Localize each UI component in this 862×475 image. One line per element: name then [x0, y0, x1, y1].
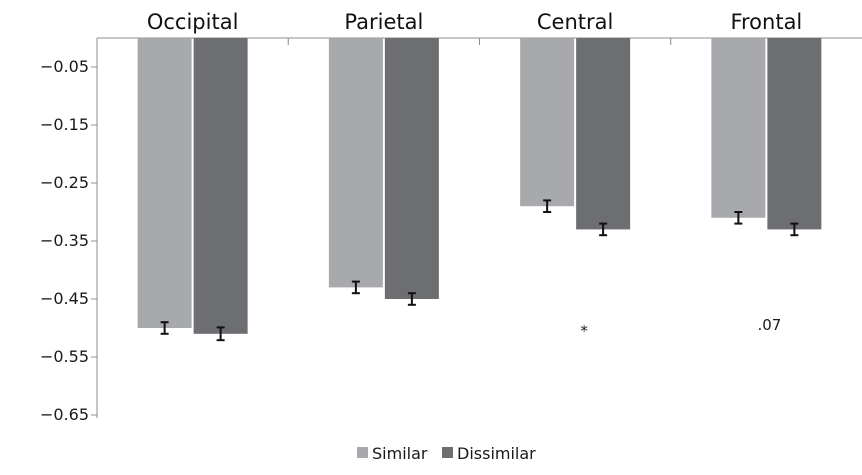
y-ticks: −0.05 −0.15 −0.25 −0.35 −0.45 −0.55 −0.65 [40, 38, 672, 424]
bar-dissimilar-parietal [384, 38, 439, 299]
y-tick-label: −0.15 [40, 115, 89, 134]
category-labels: Occipital Parietal Central Frontal [147, 10, 802, 34]
bar-dissimilar-frontal [767, 38, 822, 230]
bars [137, 38, 822, 334]
category-label: Occipital [147, 10, 239, 34]
y-tick-label: −0.55 [40, 347, 89, 366]
bar-dissimilar-central [576, 38, 631, 230]
legend: Similar Dissimilar [357, 444, 536, 463]
bar-similar-parietal [328, 38, 383, 288]
bar-similar-frontal [711, 38, 766, 218]
legend-swatch [442, 447, 453, 458]
legend-swatch [357, 447, 368, 458]
annotations: * .07 [580, 316, 781, 340]
y-tick-label: −0.35 [40, 231, 89, 250]
y-tick-label: −0.25 [40, 173, 89, 192]
error-bars [160, 199, 799, 342]
category-label: Central [537, 10, 613, 34]
category-label: Frontal [730, 10, 802, 34]
y-tick-label: −0.65 [40, 405, 89, 424]
category-label: Parietal [344, 10, 423, 34]
legend-label: Dissimilar [457, 444, 536, 463]
legend-label: Similar [372, 444, 428, 463]
y-tick-label: −0.05 [40, 57, 89, 76]
bar-similar-central [520, 38, 575, 207]
bar-similar-occipital [137, 38, 192, 328]
y-tick-label: −0.45 [40, 289, 89, 308]
bar-dissimilar-occipital [193, 38, 248, 334]
significance-annotation: * [580, 322, 588, 340]
significance-annotation: .07 [757, 316, 781, 334]
